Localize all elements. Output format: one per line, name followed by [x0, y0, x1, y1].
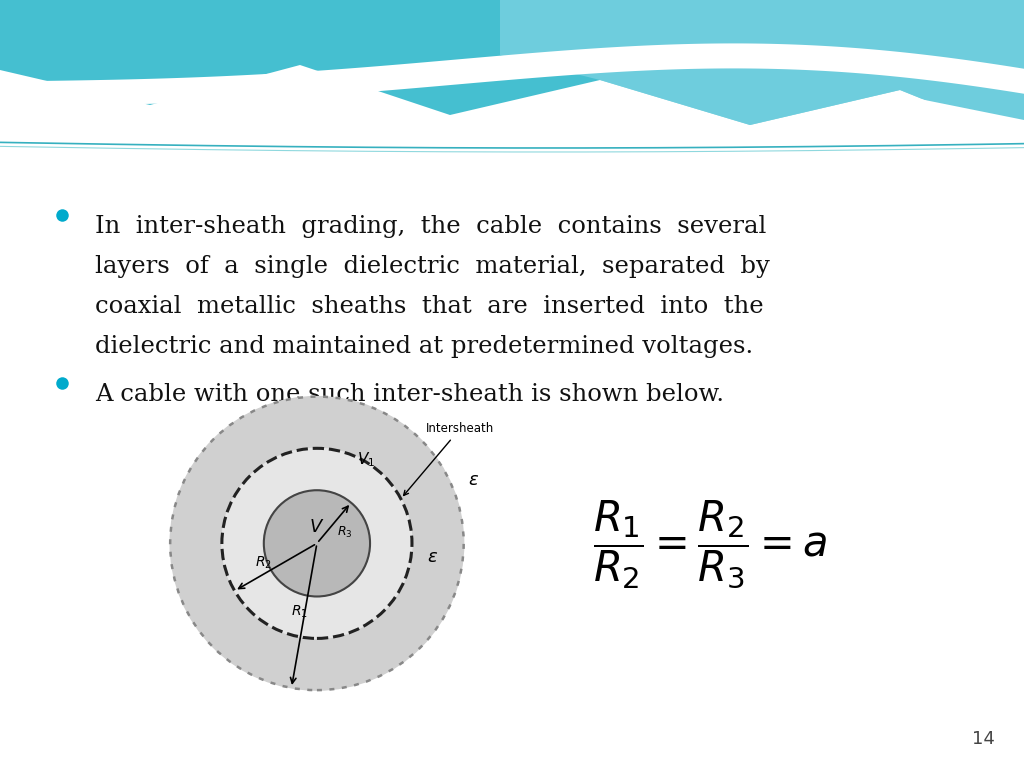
- Text: A cable with one such inter-sheath is shown below.: A cable with one such inter-sheath is sh…: [95, 383, 724, 406]
- Polygon shape: [0, 0, 1024, 140]
- Text: coaxial  metallic  sheaths  that  are  inserted  into  the: coaxial metallic sheaths that are insert…: [95, 295, 764, 318]
- Circle shape: [170, 396, 464, 690]
- Text: $\varepsilon$: $\varepsilon$: [468, 472, 479, 489]
- Text: $V$: $V$: [309, 518, 325, 535]
- Text: $\dfrac{R_1}{R_2} = \dfrac{R_2}{R_3} = a$: $\dfrac{R_1}{R_2} = \dfrac{R_2}{R_3} = a…: [593, 499, 827, 591]
- Text: $R_2$: $R_2$: [255, 554, 271, 571]
- Circle shape: [264, 490, 370, 597]
- Text: $V_1$: $V_1$: [356, 450, 375, 468]
- Circle shape: [222, 449, 412, 638]
- Text: $R_1$: $R_1$: [291, 604, 308, 620]
- Text: $R_3$: $R_3$: [337, 525, 352, 540]
- Text: $\varepsilon$: $\varepsilon$: [427, 548, 438, 566]
- Text: 14: 14: [972, 730, 995, 748]
- Polygon shape: [500, 0, 1024, 140]
- Polygon shape: [0, 70, 1024, 768]
- Text: In  inter-sheath  grading,  the  cable  contains  several: In inter-sheath grading, the cable conta…: [95, 215, 766, 238]
- Text: Intersheath: Intersheath: [403, 422, 495, 495]
- Text: layers  of  a  single  dielectric  material,  separated  by: layers of a single dielectric material, …: [95, 255, 770, 278]
- Polygon shape: [0, 44, 1024, 107]
- Text: dielectric and maintained at predetermined voltages.: dielectric and maintained at predetermin…: [95, 335, 753, 358]
